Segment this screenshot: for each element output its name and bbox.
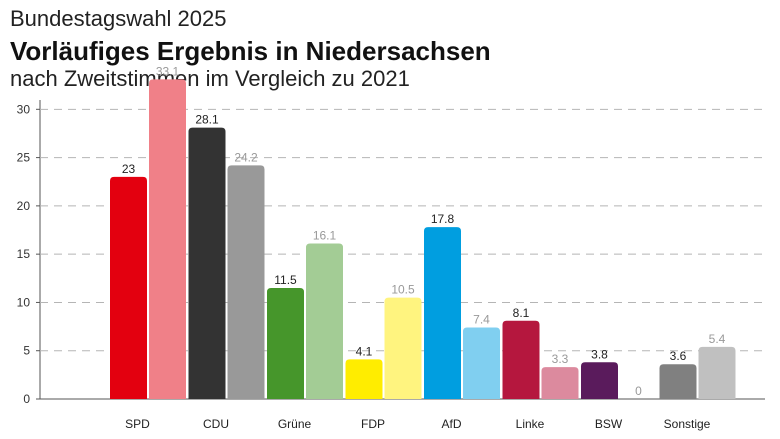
x-category-label: SPD — [125, 417, 150, 431]
data-label: 28.1 — [195, 113, 219, 127]
bar-grüne-2025 — [267, 287, 304, 399]
data-label: 4.1 — [356, 344, 373, 358]
bar-fdp-2021 — [384, 297, 422, 399]
data-label: 33.1 — [156, 64, 180, 78]
y-tick-label: 0 — [23, 392, 30, 406]
y-tick-label: 20 — [17, 199, 31, 213]
x-category-label: CDU — [203, 417, 229, 431]
data-label: 10.5 — [391, 283, 415, 297]
bar-linke-2021 — [541, 367, 579, 399]
data-label: 24.2 — [234, 150, 258, 164]
x-category-label: Grüne — [278, 417, 312, 431]
y-tick-label: 30 — [17, 102, 31, 116]
data-label: 8.1 — [513, 306, 530, 320]
bar-fdp-2025 — [345, 359, 383, 399]
bar-cdu-2021 — [227, 165, 265, 399]
bar-sonstige-2025 — [659, 364, 697, 399]
data-label: 3.8 — [591, 347, 608, 361]
x-category-label: AfD — [441, 417, 461, 431]
bar-afd-2021 — [463, 327, 500, 399]
x-category-label: Sonstige — [664, 417, 711, 431]
bar-grüne-2021 — [306, 243, 343, 399]
chart-subtitle: nach Zweitstimmen im Vergleich zu 2021 — [10, 66, 410, 91]
bar-bsw-2025 — [581, 362, 618, 399]
bar-cdu-2025 — [188, 127, 226, 400]
bar-spd-2025 — [110, 176, 147, 399]
data-label: 23 — [122, 162, 136, 176]
chart-title: Vorläufiges Ergebnis in Niedersachsen — [10, 36, 491, 66]
data-label: 16.1 — [313, 229, 337, 243]
y-tick-label: 10 — [17, 295, 31, 309]
bar-afd-2025 — [424, 227, 461, 399]
bar-sonstige-2021 — [698, 346, 736, 399]
y-tick-label: 25 — [17, 151, 31, 165]
x-category-label: BSW — [595, 417, 623, 431]
chart-supertitle: Bundestagswahl 2025 — [10, 6, 227, 31]
data-label: 17.8 — [431, 212, 455, 226]
data-label: 3.3 — [552, 352, 569, 366]
data-label: 5.4 — [709, 332, 726, 346]
x-category-label: FDP — [361, 417, 385, 431]
y-tick-label: 15 — [17, 247, 31, 261]
bar-spd-2021 — [149, 79, 186, 400]
data-label: 7.4 — [473, 313, 490, 327]
y-tick-label: 5 — [23, 344, 30, 358]
data-label: 0 — [635, 384, 642, 398]
bar-linke-2025 — [502, 320, 540, 399]
x-category-label: Linke — [516, 417, 545, 431]
data-label: 11.5 — [274, 273, 297, 287]
data-label: 3.6 — [670, 349, 687, 363]
